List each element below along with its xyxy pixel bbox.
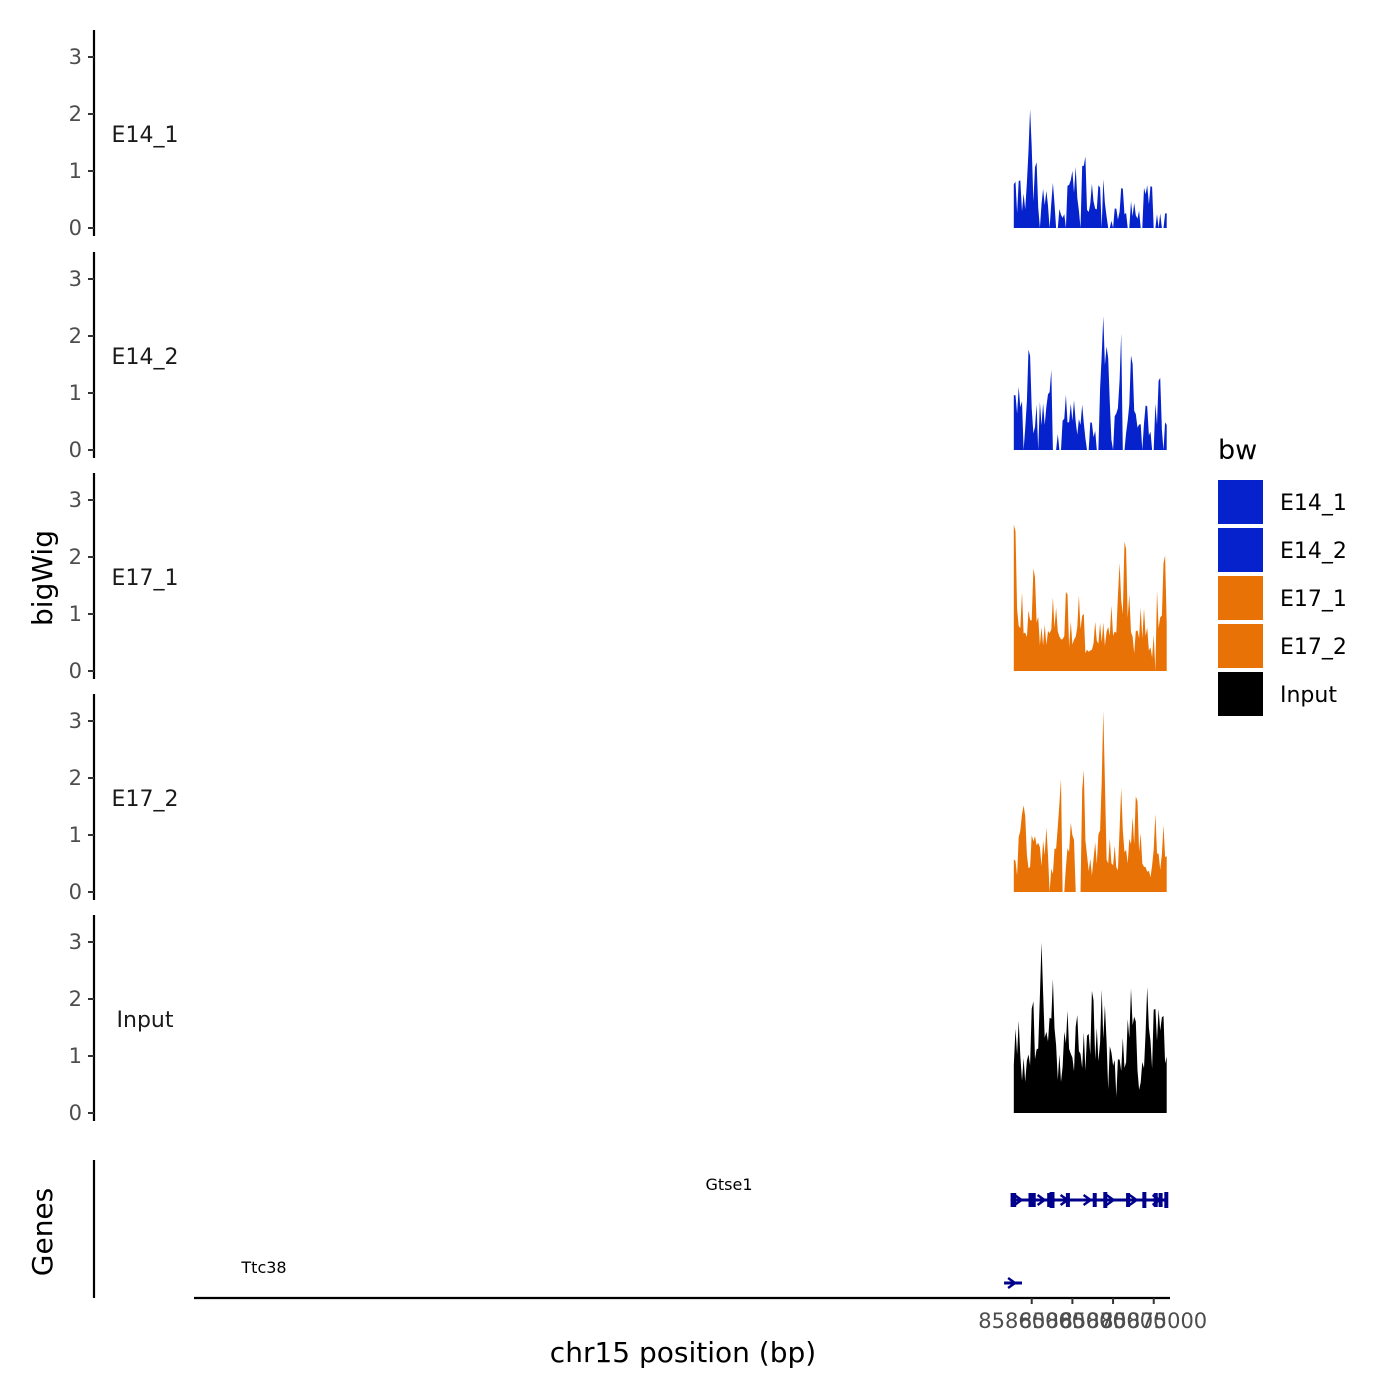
- legend-entry-E14_2: E14_2: [1218, 528, 1347, 572]
- y-tick-label: 1: [69, 823, 82, 847]
- signal-area-Input: [1013, 942, 1167, 1113]
- strand-arrow: [1036, 1194, 1047, 1206]
- legend-swatch: [1218, 576, 1263, 620]
- legend-swatch: [1218, 480, 1263, 524]
- x-tick-label: 85860000: [978, 1309, 1085, 1333]
- gene-Gtse1: Gtse1: [705, 1175, 1169, 1208]
- x-tick-label: 85865000: [1019, 1309, 1126, 1333]
- y-axis-title: bigWig: [26, 530, 59, 626]
- exon: [1126, 1193, 1131, 1207]
- y-tick-label: 2: [69, 987, 82, 1011]
- exon: [1028, 1193, 1033, 1207]
- x-axis-title: chr15 position (bp): [550, 1336, 816, 1369]
- x-tick-label: 85875000: [1100, 1309, 1207, 1333]
- legend-entry-E14_1: E14_1: [1218, 480, 1347, 524]
- legend-title: bw: [1218, 435, 1257, 466]
- exon: [1049, 1192, 1055, 1208]
- genes-axis-title: Genes: [26, 1188, 59, 1276]
- x-tick-label: 85870000: [1060, 1309, 1167, 1333]
- y-tick-label: 0: [69, 216, 82, 240]
- y-tick-label: 1: [69, 159, 82, 183]
- y-tick-label: 0: [69, 438, 82, 462]
- track-label-E14_1: E14_1: [112, 123, 179, 148]
- signal-area-E14_1: [1013, 109, 1167, 228]
- exon: [1047, 1193, 1052, 1207]
- signal-area-E14_2: [1013, 316, 1167, 450]
- legend-swatch: [1218, 528, 1263, 572]
- signal-area-E17_2: [1013, 710, 1167, 892]
- strand-arrow: [1007, 1277, 1018, 1289]
- track-label-Input: Input: [117, 1008, 174, 1033]
- y-tick-label: 3: [69, 45, 82, 69]
- y-tick-label: 3: [69, 488, 82, 512]
- track-E14_2: 0 1 2 3 E14_2: [69, 252, 1167, 462]
- legend-swatch: [1218, 672, 1263, 716]
- legend-entry-Input: Input: [1218, 672, 1337, 716]
- y-tick-label: 3: [69, 930, 82, 954]
- exon: [1153, 1193, 1158, 1207]
- y-tick-label: 0: [69, 1101, 82, 1125]
- y-tick-label: 3: [69, 709, 82, 733]
- strand-arrow: [1082, 1194, 1093, 1206]
- y-tick-label: 2: [69, 102, 82, 126]
- gene-Ttc38: Ttc38: [240, 1258, 1022, 1289]
- legend-swatch: [1218, 624, 1263, 668]
- track-Input: 0 1 2 3 Input: [69, 915, 1167, 1125]
- y-tick-label: 1: [69, 1044, 82, 1068]
- track-E14_1: 0 1 2 3 E14_1: [69, 30, 1167, 240]
- legend-label: E17_2: [1280, 635, 1347, 660]
- y-tick-label: 1: [69, 381, 82, 405]
- legend-label: E14_2: [1280, 539, 1347, 564]
- track-label-E17_2: E17_2: [112, 787, 179, 812]
- y-tick-label: 1: [69, 602, 82, 626]
- y-tick-label: 2: [69, 766, 82, 790]
- legend-label: Input: [1280, 683, 1337, 708]
- gene-label: Gtse1: [705, 1175, 752, 1194]
- signal-area-E17_1: [1013, 524, 1167, 671]
- tracks-layer: 0 1 2 3 E14_1 0 1 2 3 E14_2 0 1 2 3 E17_1 0 1 2 3 E17_2 0 1 2 3…: [69, 30, 1167, 1125]
- exon: [1142, 1192, 1147, 1208]
- strand-arrow: [1128, 1194, 1139, 1206]
- exon: [1012, 1193, 1017, 1207]
- legend-entry-E17_1: E17_1: [1218, 576, 1347, 620]
- exon: [1158, 1193, 1163, 1207]
- y-tick-label: 0: [69, 659, 82, 683]
- y-tick-label: 2: [69, 324, 82, 348]
- track-E17_1: 0 1 2 3 E17_1: [69, 473, 1167, 683]
- track-label-E14_2: E14_2: [112, 345, 179, 370]
- genes-track: Gtse1 Ttc38: [92, 1160, 1169, 1298]
- legend: bw E14_1 E14_2 E17_1 E17_2 Input: [1218, 435, 1347, 716]
- exon: [1031, 1193, 1036, 1207]
- gene-label: Ttc38: [240, 1258, 286, 1277]
- exon: [1092, 1193, 1097, 1207]
- legend-label: E17_1: [1280, 587, 1347, 612]
- legend-entry-E17_2: E17_2: [1218, 624, 1347, 668]
- strand-arrow: [1013, 1194, 1024, 1206]
- track-E17_2: 0 1 2 3 E17_2: [69, 694, 1167, 904]
- track-label-E17_1: E17_1: [112, 566, 179, 591]
- y-tick-label: 2: [69, 545, 82, 569]
- legend-label: E14_1: [1280, 491, 1347, 516]
- y-tick-label: 3: [69, 267, 82, 291]
- exon: [1164, 1192, 1169, 1208]
- strand-arrow: [1105, 1194, 1116, 1206]
- y-tick-label: 0: [69, 880, 82, 904]
- exon: [1103, 1192, 1108, 1208]
- exon: [1065, 1193, 1070, 1207]
